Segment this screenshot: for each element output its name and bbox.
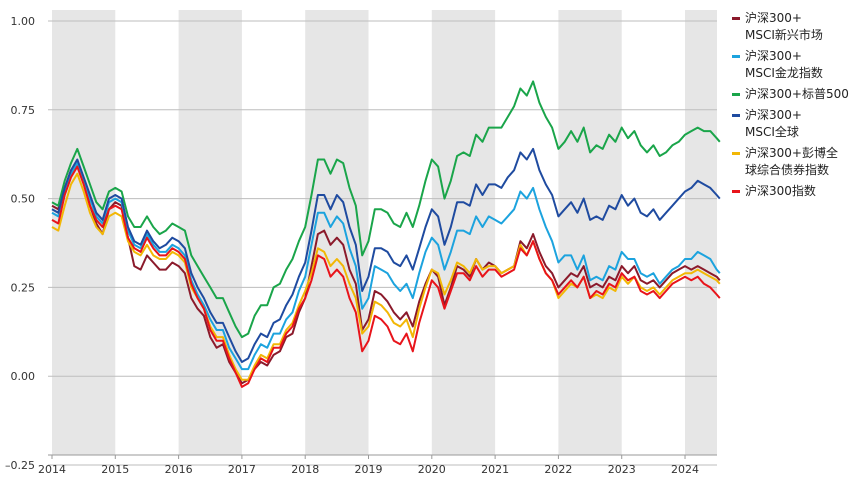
legend-label: 沪深300+彭博全 球综合债券指数: [745, 146, 838, 177]
series-line-4: [51, 172, 721, 381]
legend-label: 沪深300+ MSCI新兴市场: [745, 11, 823, 42]
y-tick-label: 0.25: [11, 281, 36, 294]
series-lines: [51, 80, 721, 388]
x-tick-label: 2016: [165, 463, 193, 476]
legend-label: 沪深300+标普500: [745, 87, 849, 101]
legend-item: 沪深300+ MSCI全球: [732, 107, 862, 141]
legend-item: 沪深300+彭博全 球综合债券指数: [732, 145, 862, 179]
grid-lines: [48, 20, 717, 466]
y-tick-label: 0.75: [11, 104, 36, 117]
shaded-period-5: [685, 10, 717, 455]
line-chart: 1.000.750.500.250.00–0.25 2014 2015 2016 20…: [5, 10, 721, 476]
x-tick-label: 2023: [608, 463, 636, 476]
x-axis-tick-labels: 2014 2015 2016 2017 2018 2019 2020 2021 2022 2023…: [38, 463, 699, 476]
series-line-2: [51, 80, 721, 339]
legend-item: 沪深300+ MSCI新兴市场: [732, 10, 862, 44]
legend-label: 沪深300指数: [745, 184, 816, 198]
x-tick-label: 2017: [228, 463, 256, 476]
shaded-period-0: [52, 10, 116, 455]
series-line-5: [51, 165, 721, 388]
shaded-period-2: [305, 10, 369, 455]
legend-item: 沪深300+标普500: [732, 86, 862, 103]
legend-item: 沪深300指数: [732, 183, 862, 200]
legend-label: 沪深300+ MSCI金龙指数: [745, 49, 823, 80]
legend-label: 沪深300+ MSCI全球: [745, 108, 802, 139]
legend-swatch: [732, 114, 740, 117]
y-axis-tick-labels: 1.00 0.75 0.50 0.25 0.00 –0.25: [5, 15, 35, 472]
legend-swatch: [732, 17, 740, 20]
legend-swatch: [732, 93, 740, 96]
series-line-3: [51, 147, 721, 363]
legend-item: 沪深300+ MSCI金龙指数: [732, 48, 862, 82]
x-tick-label: 2022: [544, 463, 572, 476]
y-tick-label: –0.25: [5, 459, 35, 472]
x-tick-label: 2020: [418, 463, 446, 476]
x-tick-label: 2024: [671, 463, 699, 476]
legend: 沪深300+ MSCI新兴市场 沪深300+ MSCI金龙指数沪深300+标普50…: [732, 10, 862, 204]
shaded-period-1: [178, 10, 242, 455]
series-line-0: [51, 165, 721, 385]
legend-swatch: [732, 190, 740, 193]
x-tick-label: 2021: [481, 463, 509, 476]
x-tick-label: 2019: [355, 463, 383, 476]
legend-swatch: [732, 55, 740, 58]
y-tick-label: 1.00: [11, 15, 36, 28]
shaded-bands: [52, 10, 717, 455]
y-tick-label: 0.00: [11, 370, 36, 383]
x-tick-label: 2018: [291, 463, 319, 476]
series-line-1: [51, 162, 721, 371]
legend-swatch: [732, 152, 740, 155]
x-tick-label: 2014: [38, 463, 66, 476]
shaded-period-4: [558, 10, 622, 455]
y-tick-label: 0.50: [11, 193, 36, 206]
x-tick-label: 2015: [101, 463, 129, 476]
